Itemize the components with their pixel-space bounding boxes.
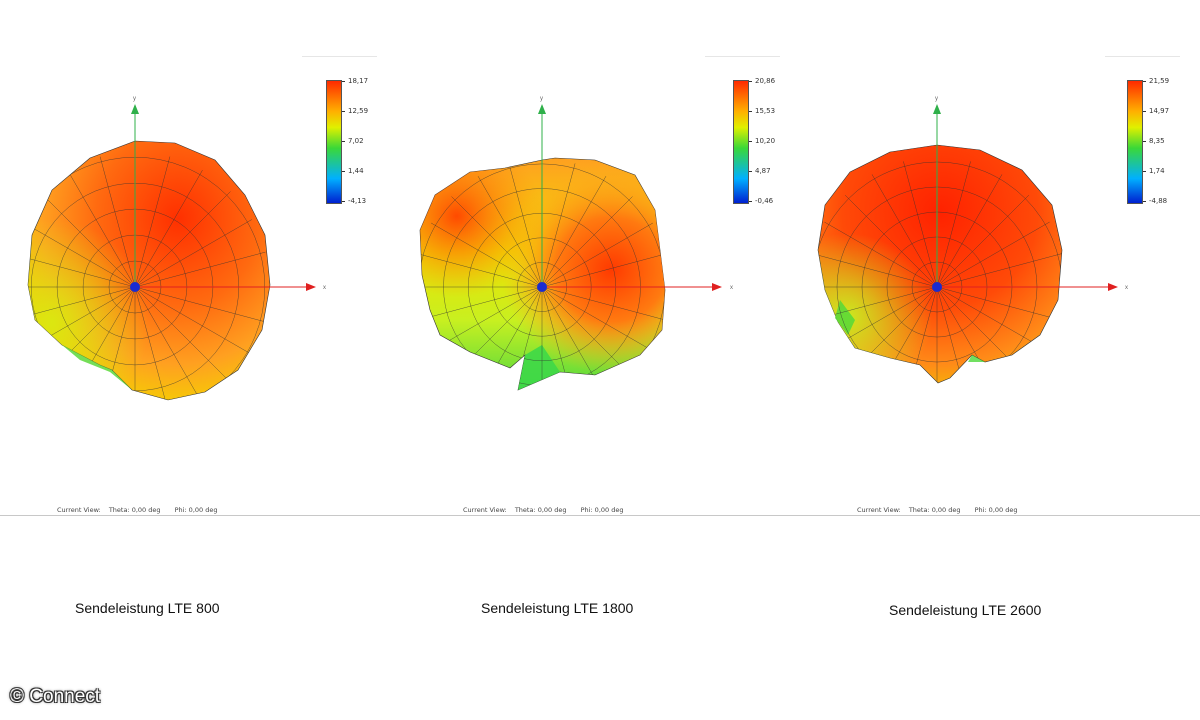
mesh-spoke	[451, 196, 543, 288]
mesh-spoke	[541, 175, 607, 288]
mesh-spoke	[936, 174, 1003, 288]
mesh-spoke	[936, 221, 1050, 288]
mesh-spoke	[67, 169, 136, 288]
y-axis-label: y	[133, 96, 136, 102]
mesh-spoke	[134, 286, 203, 400]
mesh-spoke	[936, 194, 1030, 288]
mesh-spoke	[39, 191, 136, 288]
radiation-pattern-plot: y x	[817, 96, 1128, 384]
mesh-spoke	[824, 221, 938, 288]
mesh-spoke	[28, 219, 136, 288]
colorbar-label-max: 18,17	[348, 77, 369, 85]
mesh-spoke	[541, 222, 654, 288]
caption-lte-800: Sendeleistung LTE 800	[75, 600, 220, 616]
colorbar-label-min: -0,46	[755, 197, 774, 205]
y-axis-label: y	[540, 96, 543, 102]
colorbar-label: 15,53	[755, 107, 776, 115]
radiation-panel-lte-800: y x 18,17 12,59 7,02 1,44 -4,13 Current …	[0, 0, 400, 520]
mesh-spoke	[134, 286, 266, 323]
mesh-spoke	[936, 286, 1050, 353]
caption-lte-1800: Sendeleistung LTE 1800	[481, 600, 634, 616]
mesh-spoke	[134, 219, 253, 288]
mesh-spoke	[541, 196, 633, 288]
colorbar-label: 14,97	[1149, 107, 1170, 115]
colorbar	[733, 80, 749, 204]
origin-dot	[130, 282, 140, 292]
radiation-panel-lte-1800: y x 20,86 15,53 10,20 4,87 -0,46 Current…	[400, 0, 800, 520]
mesh-spoke	[134, 286, 171, 400]
mesh-spoke	[844, 194, 938, 288]
mesh-spoke	[420, 286, 543, 321]
mesh-spoke	[818, 253, 938, 288]
mesh-spoke	[134, 286, 253, 355]
mesh-spoke	[541, 286, 633, 378]
mesh-spoke	[134, 286, 231, 383]
mesh-spoke	[420, 253, 543, 288]
mesh-spoke	[936, 161, 971, 288]
mesh-spoke	[903, 286, 938, 383]
mesh-spoke	[134, 191, 231, 288]
colorbar-label: 1,74	[1149, 167, 1165, 175]
mesh-spoke	[508, 163, 543, 288]
colorbar-label: 7,02	[348, 137, 364, 145]
mesh-spoke	[134, 156, 171, 288]
mesh-spoke	[508, 286, 543, 390]
mesh-spoke	[903, 161, 938, 288]
mesh-spoke	[28, 251, 136, 288]
mesh-spoke	[936, 286, 971, 383]
colorbar-label-min: -4,88	[1149, 197, 1168, 205]
mesh-spoke	[430, 222, 543, 288]
colorbar-label-min: -4,13	[348, 197, 367, 205]
mesh-spoke	[541, 163, 576, 288]
mesh-spoke	[134, 251, 266, 288]
mesh-spoke	[541, 286, 665, 321]
x-axis-label: x	[323, 285, 326, 291]
mesh-spoke	[477, 175, 543, 288]
mesh-spoke	[871, 174, 938, 288]
current-view-status: Current View: Theta: 0,00 deg Phi: 0,00 …	[463, 506, 624, 514]
divider-line	[0, 515, 1200, 516]
colorbar-label-max: 21,59	[1149, 77, 1170, 85]
origin-dot	[537, 282, 547, 292]
colorbar-label: 10,20	[755, 137, 776, 145]
colorbar	[1127, 80, 1143, 204]
copyright-watermark: © Connect	[10, 686, 101, 707]
y-axis-label: y	[935, 96, 938, 102]
radiation-panel-lte-2600: y x 21,59 14,97 8,35 1,74 -4,88 Current …	[800, 0, 1200, 520]
colorbar	[326, 80, 342, 204]
colorbar-label: 12,59	[348, 107, 369, 115]
mesh-spoke	[99, 156, 136, 288]
current-view-status: Current View: Theta: 0,00 deg Phi: 0,00 …	[57, 506, 218, 514]
radiation-pattern-plot: y x	[27, 96, 326, 401]
mesh-spoke	[936, 286, 1062, 321]
mesh-spoke	[541, 253, 665, 288]
x-axis-label: x	[730, 285, 733, 291]
colorbar-label: 4,87	[755, 167, 771, 175]
colorbar-label-max: 20,86	[755, 77, 776, 85]
origin-dot	[932, 282, 942, 292]
caption-lte-2600: Sendeleistung LTE 2600	[889, 602, 1042, 618]
mesh-spoke	[28, 286, 136, 323]
mesh-spoke	[541, 286, 654, 352]
colorbar-label: 1,44	[348, 167, 364, 175]
x-axis-label: x	[1125, 285, 1128, 291]
mesh-spoke	[134, 169, 203, 288]
colorbar-label: 8,35	[1149, 137, 1165, 145]
mesh-spoke	[430, 286, 543, 352]
radiation-pattern-plot: y x	[419, 96, 733, 391]
mesh-spoke	[541, 286, 576, 390]
mesh-spoke	[936, 253, 1062, 288]
current-view-status: Current View: Theta: 0,00 deg Phi: 0,00 …	[857, 506, 1018, 514]
